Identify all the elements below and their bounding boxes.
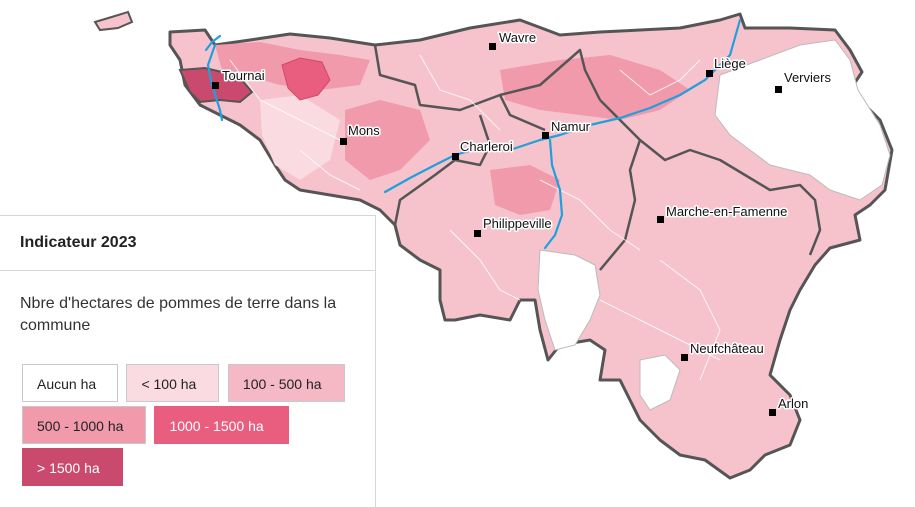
legend-class-label: 1000 - 1500 ha [169, 418, 264, 434]
zone-ath [281, 57, 331, 101]
legend-subtitle: Nbre d'hectares de pommes de terre dans … [20, 295, 337, 334]
city-marker-icon [775, 86, 782, 93]
city-marker-icon [212, 82, 219, 89]
legend-class-gt1500[interactable]: > 1500 ha [22, 448, 123, 486]
city-label-mons: Mons [348, 123, 380, 138]
city-label-liege: Liège [714, 56, 746, 71]
city-marker-icon [706, 70, 713, 77]
legend-class-label: 500 - 1000 ha [37, 418, 124, 434]
zone-condroz [490, 165, 560, 215]
city-label-arlon: Arlon [778, 396, 808, 411]
zone-hainaut-light [260, 95, 340, 180]
region-comines [93, 10, 134, 32]
city-charleroi[interactable]: Charleroi [452, 138, 514, 160]
legend-title: Indicateur 2023 [0, 216, 375, 271]
legend-panel: Indicateur 2023 Nbre d'hectares de pomme… [0, 215, 376, 507]
legend-class-500-1000[interactable]: 500 - 1000 ha [22, 406, 146, 444]
province-borders [373, 44, 822, 271]
city-wavre[interactable]: Wavre [489, 29, 538, 50]
zone-east [714, 39, 891, 201]
city-philippeville[interactable]: Philippeville [474, 215, 553, 237]
legend-class-lt100[interactable]: < 100 ha [126, 364, 220, 402]
city-verviers[interactable]: Verviers [775, 69, 833, 93]
city-marker-icon [769, 409, 776, 416]
legend-classes: Aucun ha < 100 ha 100 - 500 ha 500 - 100… [22, 364, 352, 490]
legend-class-label: 100 - 500 ha [242, 376, 322, 392]
city-tournai[interactable]: Tournai [212, 67, 266, 89]
city-label-marche-en-famenne: Marche-en-Famenne [666, 204, 787, 219]
city-arlon[interactable]: Arlon [769, 395, 810, 416]
city-marker-icon [681, 354, 688, 361]
city-label-neufchateau: Neufchâteau [690, 341, 764, 356]
city-marker-icon [489, 43, 496, 50]
city-marker-icon [657, 216, 664, 223]
legend-class-1000-1500[interactable]: 1000 - 1500 ha [154, 406, 290, 444]
city-marker-icon [542, 132, 549, 139]
city-label-namur: Namur [551, 119, 591, 134]
legend-class-label: < 100 ha [141, 376, 197, 392]
city-marker-icon [474, 230, 481, 237]
commune-borders [229, 54, 721, 381]
legend-class-label: Aucun ha [37, 376, 97, 392]
city-label-charleroi: Charleroi [460, 139, 513, 154]
city-label-verviers: Verviers [784, 70, 831, 85]
legend-class-label: > 1500 ha [37, 460, 100, 476]
city-label-wavre: Wavre [499, 30, 536, 45]
city-namur[interactable]: Namur [542, 118, 592, 139]
legend-class-none[interactable]: Aucun ha [22, 364, 118, 402]
city-marche-en-famenne[interactable]: Marche-en-Famenne [657, 203, 789, 223]
zone-center [345, 100, 430, 180]
city-neufchateau[interactable]: Neufchâteau [681, 340, 765, 361]
city-marker-icon [340, 138, 347, 145]
city-mons[interactable]: Mons [340, 122, 382, 145]
city-label-tournai: Tournai [222, 68, 265, 83]
city-marker-icon [452, 153, 459, 160]
city-liege[interactable]: Liège [706, 55, 747, 77]
zone-south [639, 354, 681, 411]
legend-class-100-500[interactable]: 100 - 500 ha [227, 364, 345, 402]
city-label-philippeville: Philippeville [483, 216, 552, 231]
zone-ardennes [537, 249, 601, 351]
